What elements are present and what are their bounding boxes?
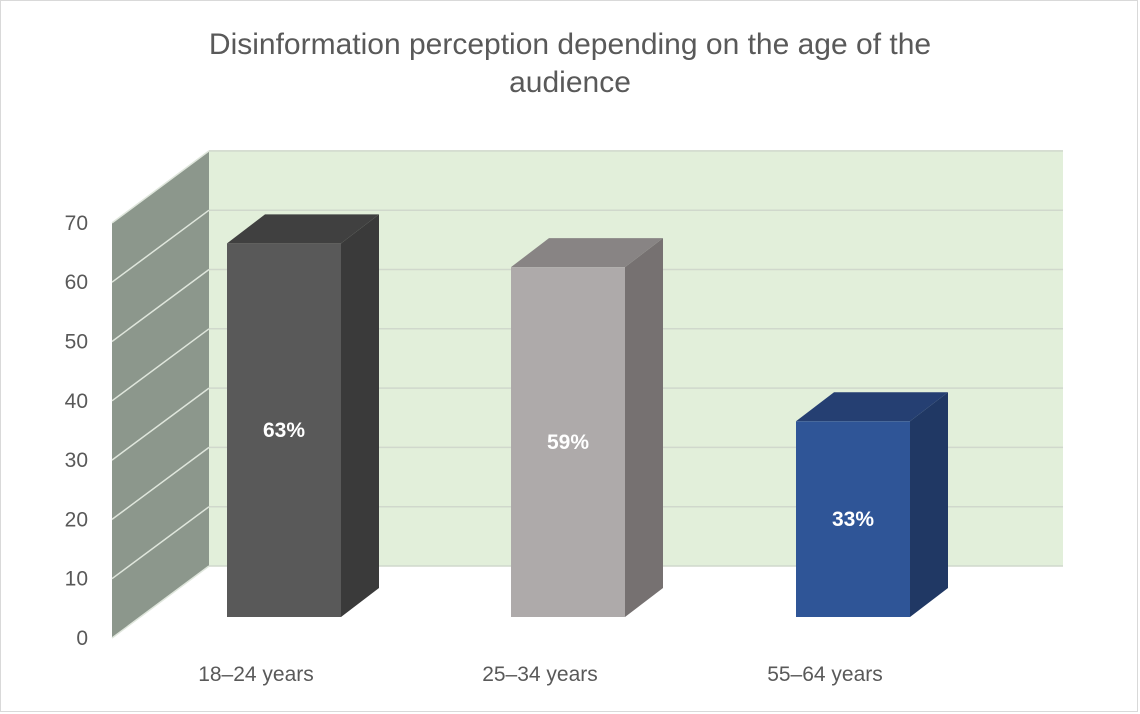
chart-title: Disinformation perception depending on t… bbox=[0, 26, 1140, 102]
bar bbox=[796, 421, 910, 617]
bar-top bbox=[227, 214, 379, 244]
chart-title-line-1: Disinformation perception depending on t… bbox=[208, 28, 932, 61]
data-label: 33% bbox=[832, 508, 874, 531]
y-tick-label: 10 bbox=[65, 568, 88, 591]
side-gridline bbox=[111, 506, 210, 580]
bar-top bbox=[511, 238, 663, 268]
side-gridline bbox=[111, 150, 210, 224]
y-tick-label: 30 bbox=[65, 449, 88, 472]
data-label: 59% bbox=[547, 431, 589, 454]
y-tick-label: 40 bbox=[65, 390, 88, 413]
side-wall bbox=[112, 150, 209, 638]
bar bbox=[227, 243, 341, 617]
chart-title-line-2: audience bbox=[509, 66, 631, 99]
side-gridline bbox=[111, 268, 210, 343]
y-tick-label: 50 bbox=[65, 331, 88, 354]
side-gridline bbox=[111, 387, 210, 461]
bar-side bbox=[341, 214, 379, 617]
x-tick-label: 25–34 years bbox=[482, 663, 598, 686]
y-tick-label: 0 bbox=[76, 627, 88, 650]
x-tick-label: 18–24 years bbox=[198, 663, 314, 686]
bar-side bbox=[625, 238, 663, 617]
bar-top bbox=[796, 392, 948, 422]
side-gridline bbox=[111, 565, 210, 639]
side-gridline bbox=[111, 446, 210, 521]
bar-side bbox=[910, 392, 948, 617]
x-tick-label: 55–64 years bbox=[767, 663, 883, 686]
data-label: 63% bbox=[263, 419, 305, 442]
side-gridline bbox=[111, 209, 210, 283]
y-tick-label: 60 bbox=[65, 271, 88, 294]
side-gridline bbox=[111, 328, 210, 402]
bar bbox=[511, 267, 625, 617]
y-tick-label: 20 bbox=[65, 508, 88, 531]
y-tick-label: 70 bbox=[65, 212, 88, 235]
